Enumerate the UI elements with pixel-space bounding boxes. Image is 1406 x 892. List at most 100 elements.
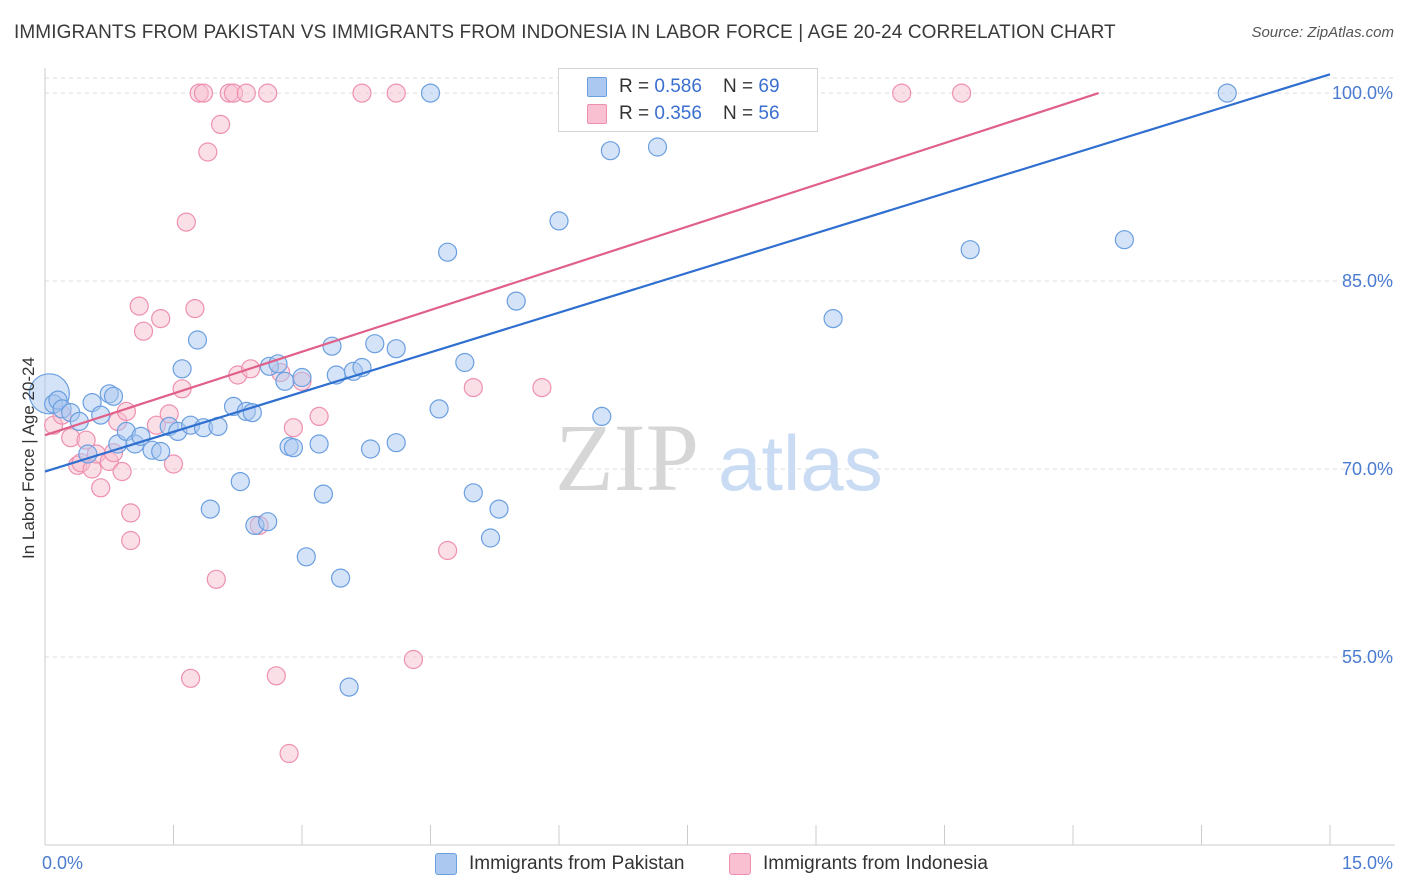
y-tick-label: 85.0% bbox=[1342, 271, 1393, 291]
point-indonesia bbox=[163, 454, 184, 474]
point-indonesia bbox=[193, 83, 214, 103]
legend-pakistan-n-value: 69 bbox=[758, 76, 780, 97]
tick-labels: 55.0% 70.0% 85.0% 100.0% 0.0% 15.0% bbox=[42, 83, 1393, 873]
legend-pakistan-r-label: R = bbox=[619, 76, 655, 97]
point-pakistan bbox=[386, 433, 406, 453]
point-indonesia bbox=[951, 83, 972, 103]
point-indonesia bbox=[121, 530, 141, 551]
point-indonesia bbox=[133, 321, 154, 341]
point-indonesia bbox=[258, 83, 278, 103]
point-pakistan bbox=[230, 472, 250, 492]
series-pakistan-points bbox=[28, 83, 1237, 697]
y-tick-label: 55.0% bbox=[1342, 647, 1393, 667]
point-indonesia bbox=[266, 666, 286, 686]
legend-indonesia-r-value: 0.356 bbox=[654, 103, 702, 124]
point-pakistan bbox=[313, 484, 333, 504]
legend-pakistan-r-value: 0.586 bbox=[654, 76, 702, 97]
point-indonesia bbox=[463, 378, 483, 398]
trend-lines bbox=[44, 73, 1331, 473]
point-indonesia bbox=[279, 743, 299, 764]
point-pakistan bbox=[292, 367, 312, 388]
point-pakistan bbox=[365, 334, 385, 354]
bottom-legend-label-pakistan: Immigrants from Pakistan bbox=[469, 853, 685, 874]
point-pakistan bbox=[151, 441, 171, 462]
point-indonesia bbox=[121, 503, 141, 523]
point-pakistan bbox=[296, 547, 316, 567]
point-pakistan bbox=[172, 359, 192, 379]
bottom-legend-swatch-indonesia bbox=[729, 853, 751, 875]
point-pakistan bbox=[429, 399, 449, 419]
point-pakistan bbox=[438, 242, 458, 262]
point-pakistan bbox=[1114, 230, 1135, 250]
bottom-legend-swatch-pakistan bbox=[435, 853, 457, 875]
point-pakistan bbox=[258, 512, 278, 532]
watermark: ZIP atlas bbox=[555, 404, 883, 511]
point-pakistan bbox=[600, 141, 621, 161]
point-pakistan bbox=[187, 330, 208, 350]
point-indonesia bbox=[151, 309, 171, 329]
point-indonesia bbox=[892, 83, 912, 103]
bottom-legend-label-indonesia: Immigrants from Indonesia bbox=[763, 853, 988, 874]
point-indonesia bbox=[352, 83, 372, 103]
trend-line-pakistan bbox=[44, 73, 1331, 473]
point-indonesia bbox=[236, 83, 256, 103]
y-tick-label: 70.0% bbox=[1342, 459, 1393, 479]
point-pakistan bbox=[360, 439, 381, 459]
point-indonesia bbox=[386, 83, 406, 103]
point-indonesia bbox=[206, 569, 226, 589]
point-pakistan bbox=[463, 483, 483, 503]
y-tick-label: 100.0% bbox=[1332, 83, 1393, 103]
point-indonesia bbox=[198, 142, 218, 162]
source-label: Source: ZipAtlas.com bbox=[1251, 24, 1394, 41]
point-indonesia bbox=[181, 668, 201, 688]
point-pakistan bbox=[386, 339, 406, 359]
point-indonesia bbox=[112, 461, 132, 482]
point-indonesia bbox=[91, 478, 111, 498]
axes bbox=[44, 68, 1395, 846]
point-pakistan bbox=[960, 240, 980, 260]
point-indonesia bbox=[185, 299, 205, 319]
point-pakistan bbox=[200, 499, 220, 519]
watermark-atlas: atlas bbox=[718, 419, 883, 507]
point-pakistan bbox=[647, 137, 668, 157]
point-indonesia bbox=[129, 296, 149, 316]
point-pakistan bbox=[1217, 83, 1237, 103]
legend-indonesia-n-label: N = bbox=[723, 103, 759, 124]
point-indonesia bbox=[403, 649, 423, 670]
point-indonesia bbox=[176, 212, 196, 232]
point-pakistan bbox=[549, 211, 569, 231]
point-pakistan bbox=[420, 83, 441, 103]
point-pakistan bbox=[506, 291, 526, 311]
legend-pakistan-n-label: N = bbox=[723, 76, 759, 97]
point-pakistan bbox=[823, 309, 843, 329]
legend: R = 0.586 N = 69 R = 0.356 N = 56 bbox=[558, 68, 818, 132]
x-tick-label: 15.0% bbox=[1342, 853, 1393, 873]
point-indonesia bbox=[309, 406, 329, 426]
x-tick-label: 0.0% bbox=[42, 853, 83, 873]
legend-swatch-pakistan bbox=[587, 77, 607, 97]
point-pakistan bbox=[275, 371, 295, 391]
trend-line-indonesia bbox=[44, 92, 1100, 437]
point-pakistan bbox=[331, 568, 351, 588]
legend-indonesia-r-label: R = bbox=[619, 103, 655, 124]
chart-title: IMMIGRANTS FROM PAKISTAN VS IMMIGRANTS F… bbox=[14, 22, 1116, 43]
legend-swatch-indonesia bbox=[587, 104, 607, 124]
point-pakistan bbox=[489, 499, 509, 519]
point-pakistan bbox=[592, 406, 612, 426]
point-pakistan bbox=[309, 434, 329, 454]
point-indonesia bbox=[438, 540, 458, 561]
point-indonesia bbox=[532, 378, 552, 398]
point-pakistan bbox=[339, 677, 359, 697]
point-pakistan bbox=[455, 352, 475, 373]
point-pakistan bbox=[78, 444, 98, 464]
point-pakistan bbox=[283, 438, 303, 458]
y-axis-label: In Labor Force | Age 20-24 bbox=[19, 357, 38, 559]
watermark-zip: ZIP bbox=[555, 404, 699, 511]
point-indonesia bbox=[211, 114, 231, 135]
point-pakistan bbox=[103, 386, 124, 406]
point-pakistan bbox=[480, 528, 501, 548]
point-indonesia bbox=[283, 418, 303, 438]
point-pakistan bbox=[268, 354, 288, 374]
legend-indonesia-n-value: 56 bbox=[758, 103, 780, 124]
